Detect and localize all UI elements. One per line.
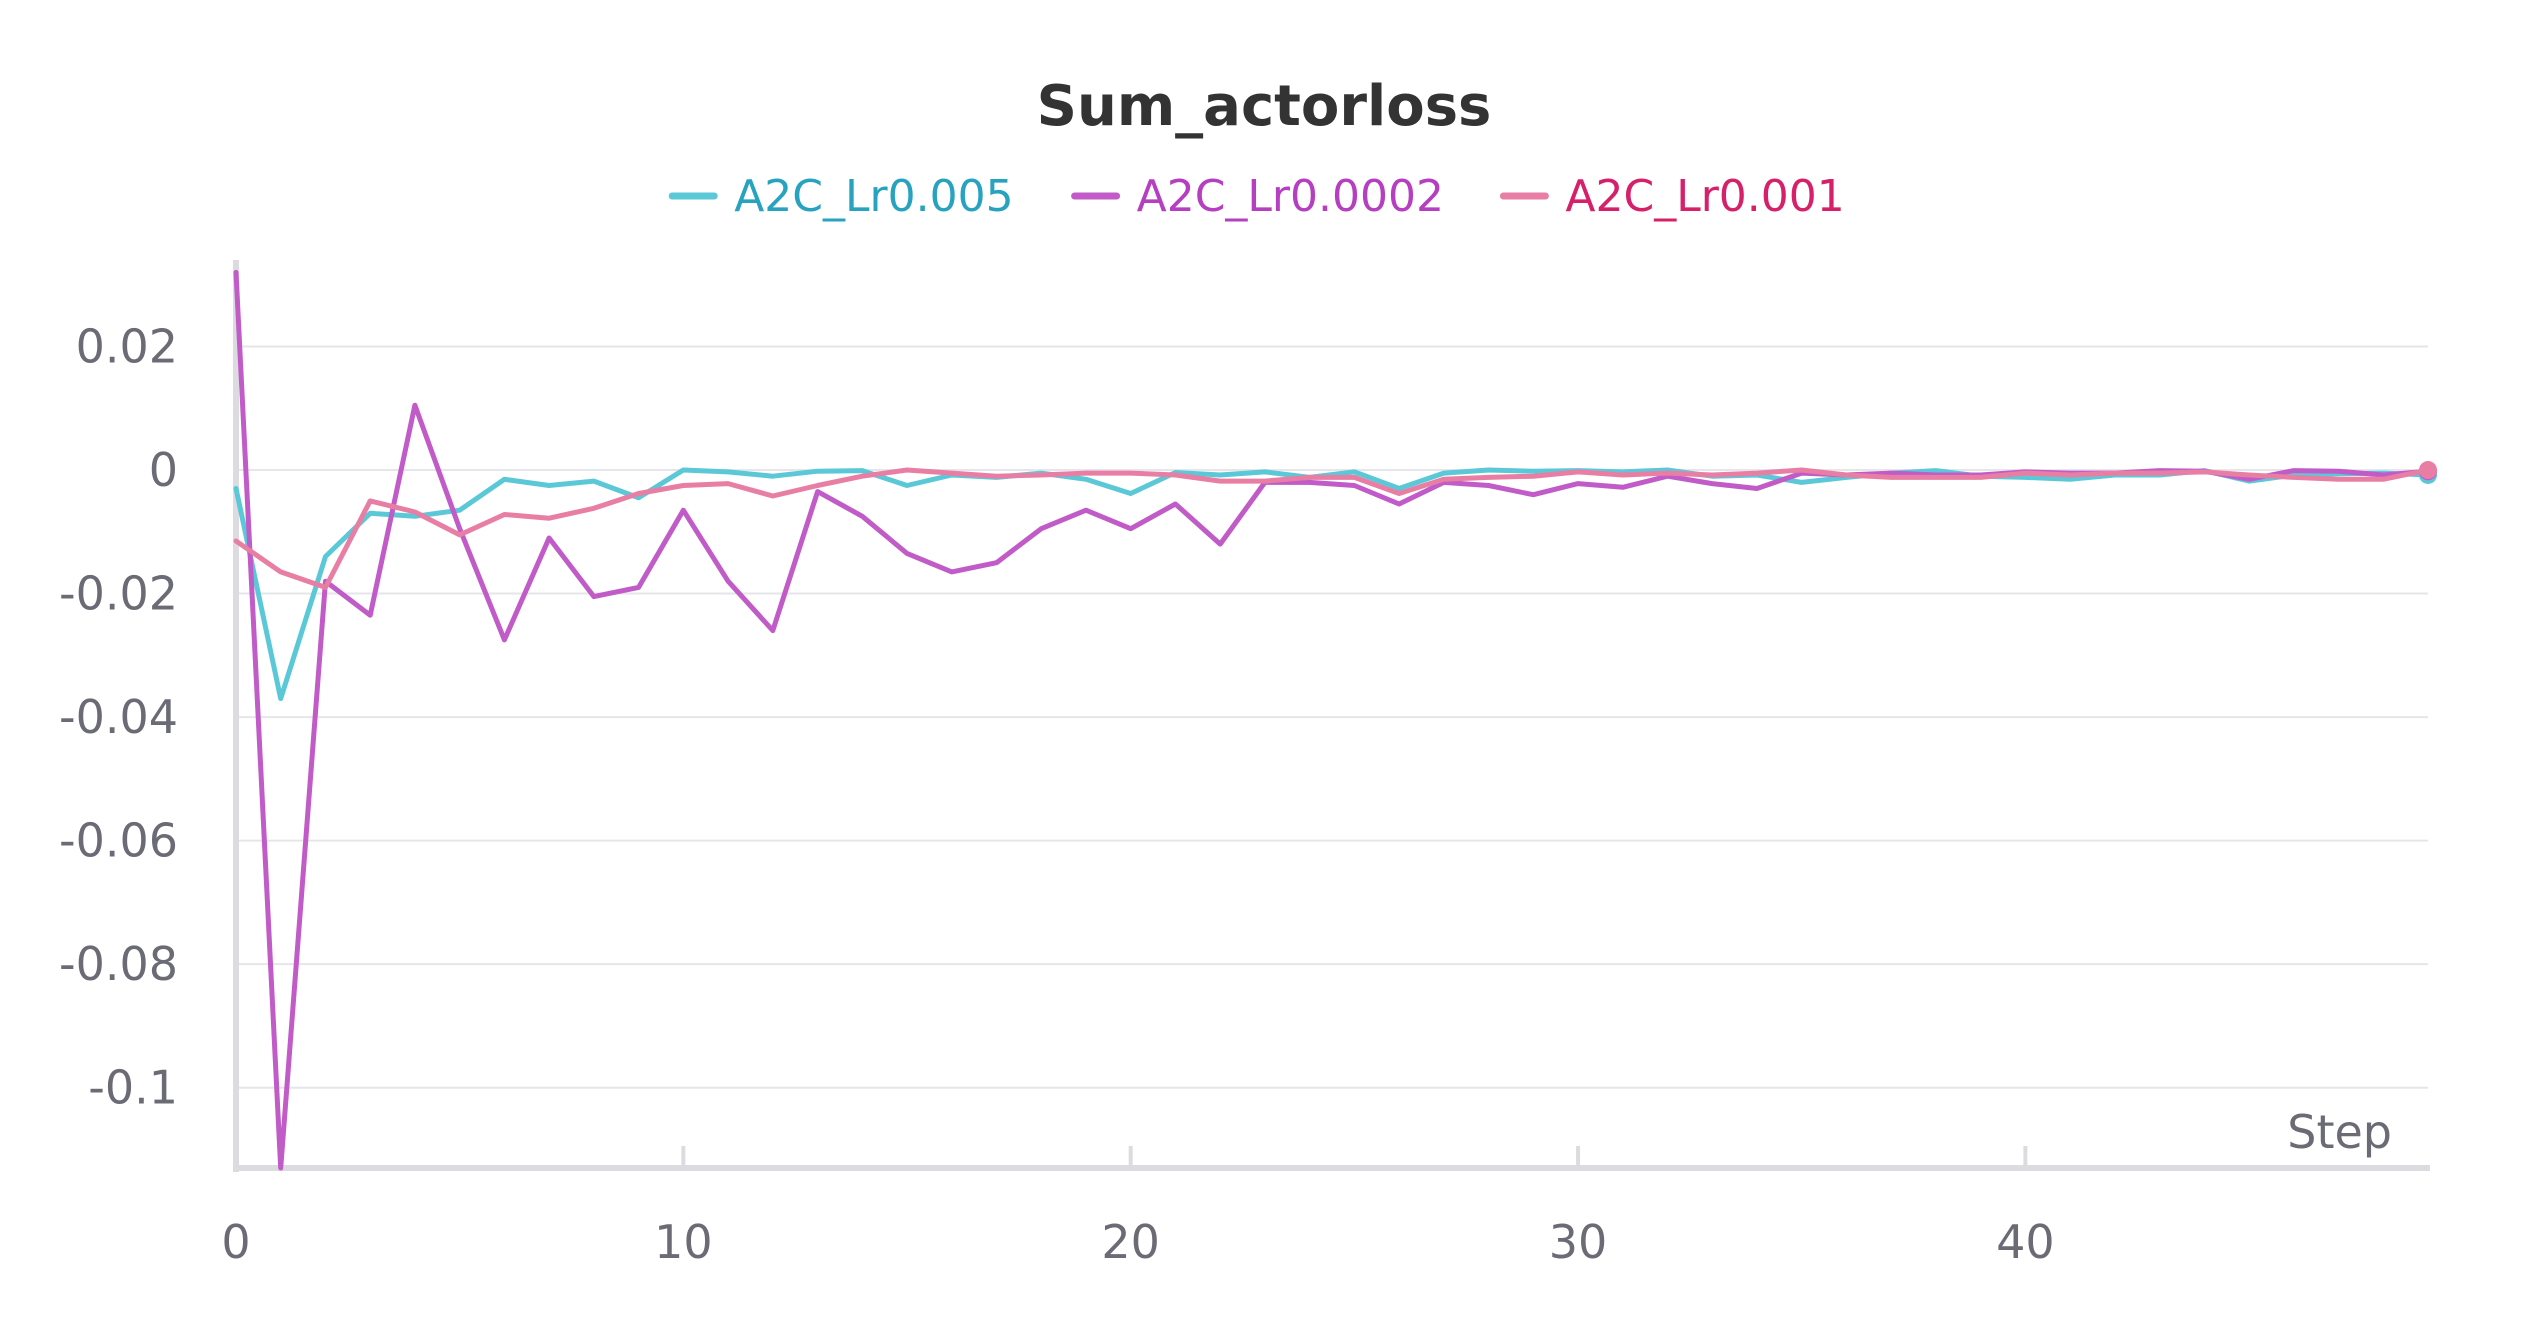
- legend-item[interactable]: A2C_Lr0.0002: [1071, 171, 1444, 222]
- axes: [233, 260, 2430, 1172]
- y-tick-label: -0.08: [59, 937, 178, 991]
- legend-label: A2C_Lr0.001: [1565, 171, 1844, 222]
- y-tick-label: -0.02: [59, 567, 178, 621]
- x-tick-label: 10: [654, 1215, 713, 1269]
- x-tick-label: 0: [221, 1215, 250, 1269]
- chart-title: Sum_actorloss: [1037, 74, 1492, 139]
- x-axis-label: Step: [2287, 1105, 2392, 1159]
- series-line-A2C_Lr0.0002: [233, 269, 2431, 1171]
- y-tick-label: -0.1: [88, 1061, 178, 1115]
- x-tick-label: 30: [1549, 1215, 1608, 1269]
- y-tick-label: -0.06: [59, 814, 178, 868]
- legend: A2C_Lr0.005 A2C_Lr0.0002 A2C_Lr0.001: [668, 171, 1845, 222]
- series-end-point: [2419, 461, 2437, 480]
- legend-label: A2C_Lr0.005: [734, 171, 1013, 222]
- series-line-A2C_Lr0.001: [233, 467, 2431, 590]
- y-axis-ticks: 0.02 0 -0.02 -0.04 -0.06 -0.08 -0.1: [59, 319, 178, 1114]
- plot-series: [233, 269, 2437, 1171]
- grid: [236, 345, 2428, 1089]
- x-tick-label: 40: [1996, 1215, 2055, 1269]
- y-tick-label: 0: [149, 443, 178, 497]
- series-line-A2C_Lr0.005: [233, 467, 2431, 702]
- x-tick-label: 20: [1101, 1215, 1160, 1269]
- legend-item[interactable]: A2C_Lr0.005: [668, 171, 1014, 222]
- legend-item[interactable]: A2C_Lr0.001: [1499, 171, 1845, 222]
- y-tick-label: -0.04: [59, 690, 178, 744]
- y-tick-label: 0.02: [76, 319, 178, 373]
- x-axis-ticks: 0 10 20 30 40: [221, 1146, 2055, 1269]
- legend-label: A2C_Lr0.0002: [1137, 171, 1444, 222]
